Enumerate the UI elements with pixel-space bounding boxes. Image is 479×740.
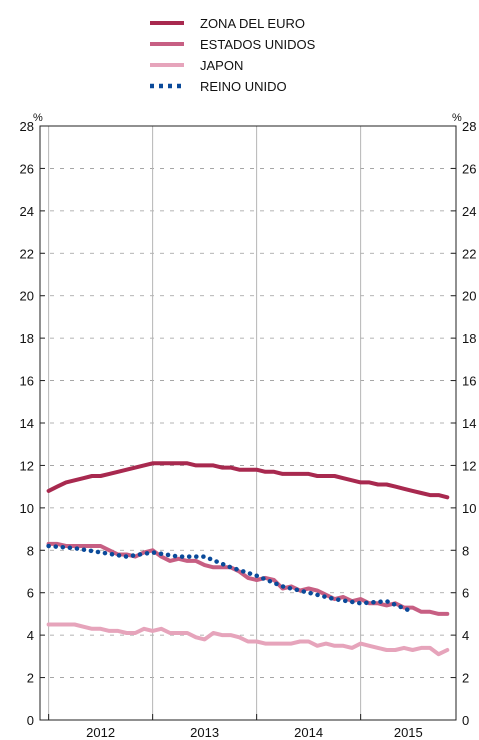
y-tick-label: 2	[462, 671, 469, 686]
y-tick-label: 26	[462, 161, 476, 176]
y-tick-label: 14	[462, 416, 476, 431]
x-tick-label: 2013	[190, 725, 219, 740]
y-tick-label: 24	[462, 204, 476, 219]
y-tick-label: 28	[462, 119, 476, 134]
y-tick-label: 14	[20, 416, 34, 431]
y-tick-label: 10	[20, 501, 34, 516]
legend-label: ZONA DEL EURO	[200, 16, 305, 31]
year-separators	[48, 126, 362, 720]
y-tick-label: 8	[27, 543, 34, 558]
y-tick-label: 22	[462, 246, 476, 261]
y-tick-label: 26	[20, 161, 34, 176]
y-tick-label: 28	[20, 119, 34, 134]
gridlines	[40, 168, 456, 678]
y-tick-label: 4	[462, 628, 469, 643]
x-axis: 2012 2013 2014 2015	[48, 714, 423, 740]
y-tick-label: 0	[462, 713, 469, 728]
series-line-zona-del-euro	[46, 461, 450, 500]
series-line-japon	[46, 622, 450, 657]
y-tick-label: 22	[20, 246, 34, 261]
y-axis-unit-right: %	[452, 112, 462, 124]
y-tick-label: 24	[20, 204, 34, 219]
y-tick-label: 18	[462, 331, 476, 346]
series-line-reino-unido	[46, 543, 415, 615]
legend-label: JAPON	[200, 58, 243, 73]
legend: ZONA DEL EURO ESTADOS UNIDOS JAPON REINO UN…	[150, 16, 316, 94]
y-tick-label: 12	[462, 458, 476, 473]
series-lines	[46, 461, 450, 657]
x-tick-label: 2012	[86, 725, 115, 740]
y-tick-label: 20	[462, 289, 476, 304]
y-tick-label: 18	[20, 331, 34, 346]
y-tick-label: 6	[462, 586, 469, 601]
y-axis-unit-left: %	[33, 112, 43, 124]
y-tick-label: 20	[20, 289, 34, 304]
y-tick-label: 4	[27, 628, 34, 643]
y-tick-label: 0	[27, 713, 34, 728]
y-tick-label: 2	[27, 671, 34, 686]
legend-label: REINO UNIDO	[200, 79, 287, 94]
y-tick-label: 16	[20, 374, 34, 389]
y-tick-label: 16	[462, 374, 476, 389]
y-tick-label: 6	[27, 586, 34, 601]
x-tick-label: 2014	[294, 725, 323, 740]
y-tick-label: 10	[462, 501, 476, 516]
legend-label: ESTADOS UNIDOS	[200, 37, 316, 52]
series-line-estados-unidos	[46, 541, 450, 616]
x-tick-label: 2015	[394, 725, 423, 740]
y-tick-label: 8	[462, 543, 469, 558]
y-tick-label: 12	[20, 458, 34, 473]
